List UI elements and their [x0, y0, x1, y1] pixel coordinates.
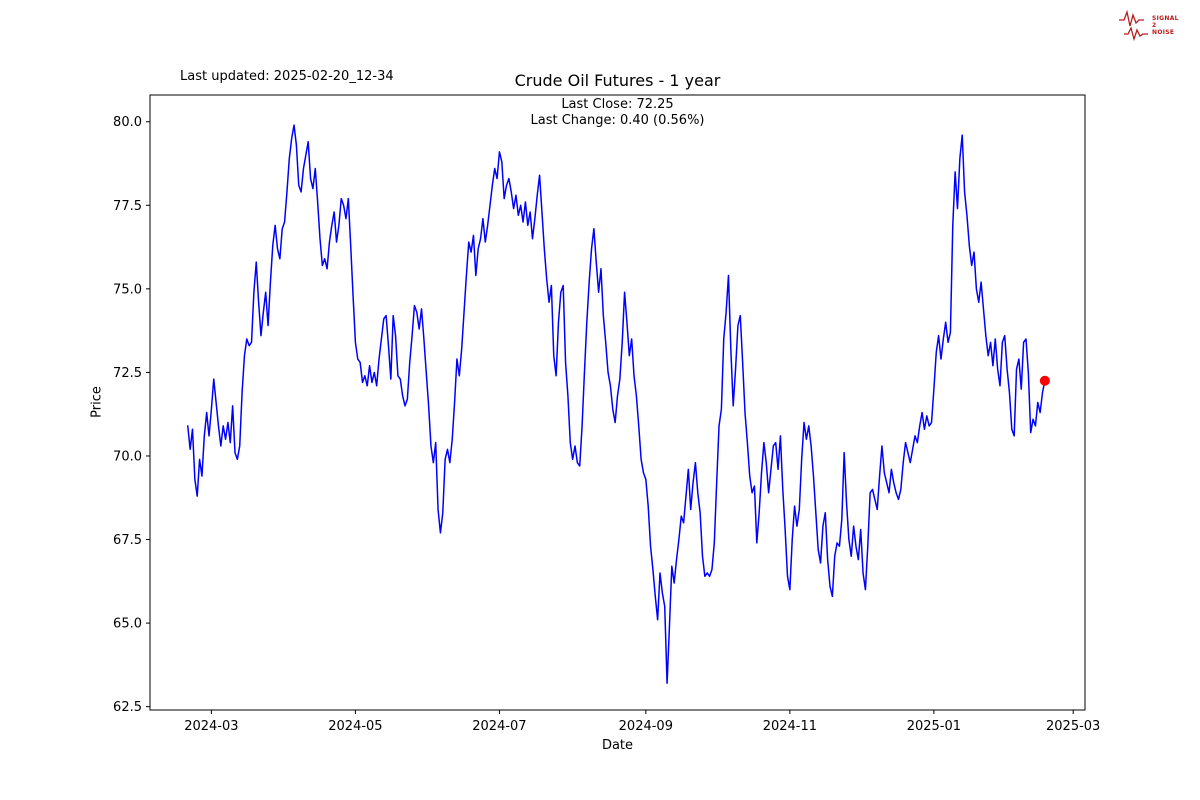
- y-tick-label: 77.5: [113, 199, 142, 214]
- x-tick-label: 2024-05: [328, 719, 382, 734]
- waveform-icon: [1119, 9, 1148, 42]
- x-tick-label: 2024-09: [619, 719, 673, 734]
- plot-border: [149, 94, 1086, 711]
- chart-title: Crude Oil Futures - 1 year: [514, 71, 721, 90]
- last-updated-label: Last updated: 2025-02-20_12-34: [180, 69, 394, 84]
- x-axis-label: Date: [601, 738, 634, 753]
- x-tick-label: 2024-03: [184, 719, 238, 734]
- signal2noise-logo: SIGNAL 2 NOISE: [1118, 4, 1188, 46]
- y-tick-label: 70.0: [113, 449, 142, 464]
- y-tick-label: 75.0: [113, 282, 142, 297]
- logo-text-signal: SIGNAL: [1152, 14, 1179, 22]
- price-line: [187, 124, 1046, 685]
- logo-text-2: 2: [1152, 21, 1157, 29]
- logo-text-noise: NOISE: [1152, 28, 1175, 36]
- y-tick-label: 67.5: [113, 533, 142, 548]
- y-tick-label: 72.5: [113, 366, 142, 381]
- x-tick-label: 2024-11: [763, 719, 817, 734]
- x-tick-label: 2024-07: [472, 719, 526, 734]
- last-close-label: Last Close: 72.25: [561, 97, 674, 112]
- x-tick-label: 2025-01: [907, 719, 961, 734]
- chart-subtitle: Last Close: 72.25 Last Change: 0.40 (0.5…: [150, 97, 1085, 129]
- y-tick-label: 80.0: [113, 115, 142, 130]
- y-axis-label: Price: [89, 386, 105, 418]
- y-tick-label: 62.5: [113, 700, 142, 715]
- last-close-marker: [1039, 375, 1050, 386]
- y-tick-label: 65.0: [113, 617, 142, 632]
- last-change-label: Last Change: 0.40 (0.56%): [530, 113, 705, 128]
- x-tick-label: 2025-03: [1046, 719, 1100, 734]
